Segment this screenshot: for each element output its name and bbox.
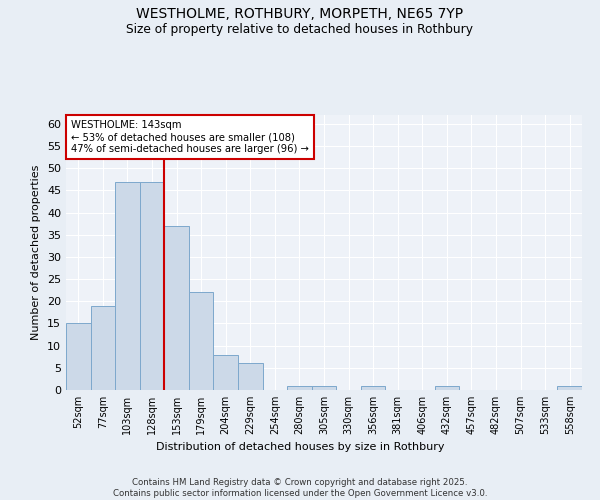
Bar xyxy=(312,386,336,390)
Text: Contains HM Land Registry data © Crown copyright and database right 2025.
Contai: Contains HM Land Registry data © Crown c… xyxy=(113,478,487,498)
Text: WESTHOLME: 143sqm
← 53% of detached houses are smaller (108)
47% of semi-detache: WESTHOLME: 143sqm ← 53% of detached hous… xyxy=(71,120,309,154)
Bar xyxy=(557,386,582,390)
Bar xyxy=(115,182,140,390)
Bar xyxy=(361,386,385,390)
Text: Size of property relative to detached houses in Rothbury: Size of property relative to detached ho… xyxy=(127,22,473,36)
Bar xyxy=(164,226,189,390)
Bar xyxy=(91,306,115,390)
Text: Distribution of detached houses by size in Rothbury: Distribution of detached houses by size … xyxy=(156,442,444,452)
Y-axis label: Number of detached properties: Number of detached properties xyxy=(31,165,41,340)
Bar xyxy=(434,386,459,390)
Bar xyxy=(189,292,214,390)
Bar xyxy=(287,386,312,390)
Bar xyxy=(140,182,164,390)
Bar xyxy=(238,364,263,390)
Bar xyxy=(66,324,91,390)
Bar xyxy=(214,354,238,390)
Text: WESTHOLME, ROTHBURY, MORPETH, NE65 7YP: WESTHOLME, ROTHBURY, MORPETH, NE65 7YP xyxy=(136,8,464,22)
